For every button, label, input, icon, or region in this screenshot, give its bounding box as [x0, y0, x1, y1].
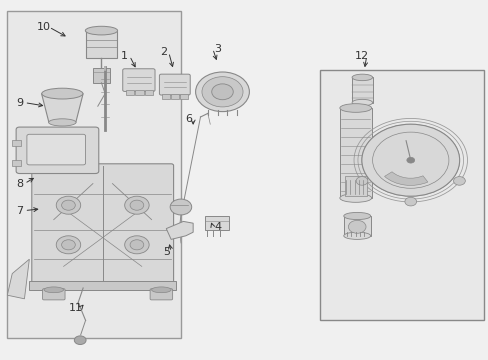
Bar: [320, 70, 483, 320]
Bar: [171, 94, 179, 99]
Circle shape: [202, 77, 243, 107]
Wedge shape: [384, 172, 427, 185]
Bar: [135, 90, 143, 95]
FancyBboxPatch shape: [32, 164, 173, 290]
Text: 10: 10: [37, 22, 51, 32]
Text: 7: 7: [16, 206, 23, 216]
Circle shape: [124, 196, 149, 214]
Bar: [29, 281, 176, 290]
Polygon shape: [166, 221, 193, 239]
Bar: [85, 31, 117, 58]
Circle shape: [130, 200, 143, 210]
Text: 8: 8: [16, 179, 23, 189]
Bar: [344, 176, 366, 196]
Text: 9: 9: [16, 98, 23, 108]
Circle shape: [130, 240, 143, 250]
FancyBboxPatch shape: [150, 289, 172, 300]
Ellipse shape: [49, 119, 76, 126]
Polygon shape: [41, 94, 83, 122]
Text: 4: 4: [214, 222, 221, 232]
Bar: [351, 77, 372, 103]
Circle shape: [74, 336, 86, 345]
Circle shape: [355, 177, 367, 185]
Ellipse shape: [343, 212, 370, 220]
Circle shape: [61, 240, 75, 250]
Text: 5: 5: [163, 247, 169, 257]
Circle shape: [347, 220, 365, 233]
Text: 11: 11: [69, 303, 82, 313]
Text: 3: 3: [214, 44, 221, 54]
Bar: [343, 216, 370, 236]
Bar: [93, 68, 110, 83]
Ellipse shape: [339, 104, 371, 112]
Text: 2: 2: [160, 47, 167, 57]
Circle shape: [361, 124, 459, 196]
Polygon shape: [7, 259, 29, 299]
Circle shape: [404, 197, 416, 206]
Text: 6: 6: [184, 114, 191, 124]
FancyBboxPatch shape: [27, 134, 85, 165]
Circle shape: [170, 199, 191, 215]
Ellipse shape: [351, 99, 372, 106]
FancyBboxPatch shape: [122, 69, 155, 91]
Circle shape: [56, 196, 81, 214]
Ellipse shape: [351, 74, 372, 81]
Circle shape: [195, 72, 249, 112]
Circle shape: [406, 157, 414, 163]
Text: 12: 12: [354, 51, 368, 61]
Bar: [205, 216, 228, 230]
Bar: [162, 94, 170, 99]
Circle shape: [124, 236, 149, 254]
Ellipse shape: [85, 26, 117, 35]
Bar: [125, 90, 134, 95]
Ellipse shape: [44, 287, 63, 293]
Circle shape: [453, 177, 465, 185]
Text: 1: 1: [121, 51, 128, 61]
Bar: [144, 90, 153, 95]
Ellipse shape: [343, 232, 370, 239]
Circle shape: [56, 236, 81, 254]
FancyBboxPatch shape: [42, 289, 65, 300]
Bar: [7, 11, 181, 338]
Bar: [12, 140, 21, 146]
Bar: [180, 94, 188, 99]
Circle shape: [372, 132, 448, 188]
Bar: [12, 160, 21, 166]
FancyBboxPatch shape: [16, 127, 99, 174]
Ellipse shape: [42, 88, 83, 99]
Ellipse shape: [339, 194, 371, 202]
Bar: [339, 108, 371, 198]
Ellipse shape: [151, 287, 171, 293]
Circle shape: [61, 200, 75, 210]
FancyBboxPatch shape: [159, 74, 190, 95]
Circle shape: [211, 84, 233, 100]
